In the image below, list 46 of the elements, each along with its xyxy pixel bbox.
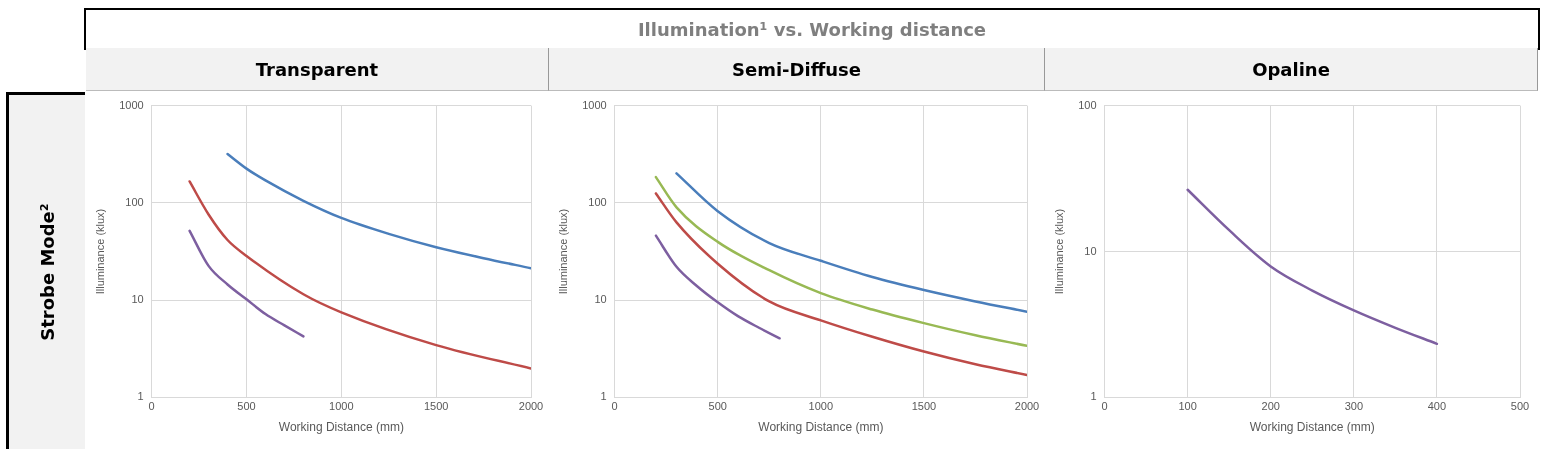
y-tick-label: 1 (137, 390, 144, 403)
y-tick-label: 100 (588, 195, 607, 208)
x-axis-title: Working Distance (mm) (278, 420, 404, 435)
chart-title: Opaline (1045, 48, 1538, 91)
line-series (1186, 188, 1439, 346)
x-tick-label: 2000 (518, 400, 544, 413)
x-tick-label: 0 (148, 400, 155, 413)
x-tick-label: 1000 (329, 400, 354, 413)
y-tick-label: 100 (125, 195, 144, 208)
chart-title: Transparent (86, 48, 549, 91)
x-axis-title: Working Distance (mm) (758, 420, 884, 435)
y-tick-label: 100 (1078, 98, 1097, 111)
x-tick-label: 500 (1510, 400, 1530, 413)
x-tick-label: 400 (1427, 400, 1447, 413)
y-axis-title: Illuminance (klux) (1052, 208, 1065, 295)
y-tick-label: 10 (131, 293, 144, 306)
x-tick-label: 500 (708, 400, 727, 413)
x-tick-label: 0 (611, 400, 618, 413)
line-series (654, 234, 781, 340)
y-tick-label: 1000 (119, 98, 144, 111)
y-axis-title: Illuminance (klux) (93, 208, 106, 295)
chart-title: Semi-Diffuse (549, 48, 1045, 91)
x-tick-label: 2000 (1014, 400, 1040, 413)
x-tick-label: 1000 (808, 400, 834, 413)
x-tick-label: 200 (1261, 400, 1280, 413)
x-tick-label: 100 (1178, 400, 1197, 413)
line-series (675, 172, 1027, 313)
x-tick-label: 500 (237, 400, 256, 413)
line-series (188, 229, 305, 338)
x-tick-label: 0 (1101, 400, 1108, 413)
x-axis-title: Working Distance (mm) (1249, 420, 1375, 435)
y-axis-title: Illuminance (klux) (556, 208, 569, 295)
x-tick-label: 1500 (911, 400, 937, 413)
y-tick-label: 1000 (582, 98, 607, 111)
y-tick-label: 10 (1084, 244, 1097, 257)
line-series (654, 192, 1027, 377)
y-tick-label: 1 (600, 390, 607, 403)
x-tick-label: 300 (1344, 400, 1363, 413)
line-series (654, 175, 1027, 348)
y-tick-label: 1 (1090, 390, 1097, 403)
line-series (188, 180, 531, 370)
line-series (226, 152, 531, 270)
text: Strobe Mode² (36, 203, 58, 341)
text: Illumination¹ vs. Working distance (84, 8, 1540, 50)
y-tick-label: 10 (594, 293, 607, 306)
x-tick-label: 1500 (423, 400, 449, 413)
